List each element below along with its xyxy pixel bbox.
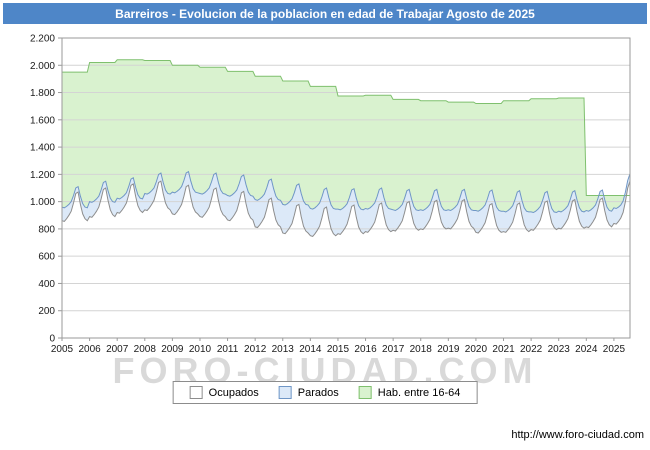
legend-label-ocupados: Ocupados bbox=[209, 387, 259, 399]
legend-swatch-ocupados bbox=[190, 386, 203, 399]
y-tick-label: 1.400 bbox=[30, 143, 55, 154]
legend-item-ocupados: Ocupados bbox=[190, 386, 259, 399]
chart-page: Barreiros - Evolucion de la poblacion en… bbox=[0, 0, 650, 450]
y-tick-label: 600 bbox=[38, 252, 55, 263]
y-tick-label: 200 bbox=[38, 306, 55, 317]
footer-url-link[interactable]: http://www.foro-ciudad.com bbox=[511, 429, 644, 441]
legend-swatch-hab-16-64 bbox=[359, 386, 372, 399]
legend-item-parados: Parados bbox=[279, 386, 339, 399]
y-tick-label: 2.000 bbox=[30, 61, 55, 72]
y-tick-label: 800 bbox=[38, 224, 55, 235]
legend-swatch-parados bbox=[279, 386, 292, 399]
legend-item-hab-16-64: Hab. entre 16-64 bbox=[359, 386, 461, 399]
y-tick-label: 0 bbox=[49, 334, 55, 345]
y-tick-label: 1.000 bbox=[30, 197, 55, 208]
y-tick-label: 1.600 bbox=[30, 115, 55, 126]
legend-label-hab-16-64: Hab. entre 16-64 bbox=[378, 387, 461, 399]
y-tick-label: 1.800 bbox=[30, 88, 55, 99]
y-tick-label: 2.200 bbox=[30, 34, 55, 45]
y-tick-label: 1.200 bbox=[30, 170, 55, 181]
legend-label-parados: Parados bbox=[298, 387, 339, 399]
series-areas bbox=[62, 38, 630, 338]
legend: Ocupados Parados Hab. entre 16-64 bbox=[173, 381, 478, 404]
y-tick-label: 400 bbox=[38, 279, 55, 290]
